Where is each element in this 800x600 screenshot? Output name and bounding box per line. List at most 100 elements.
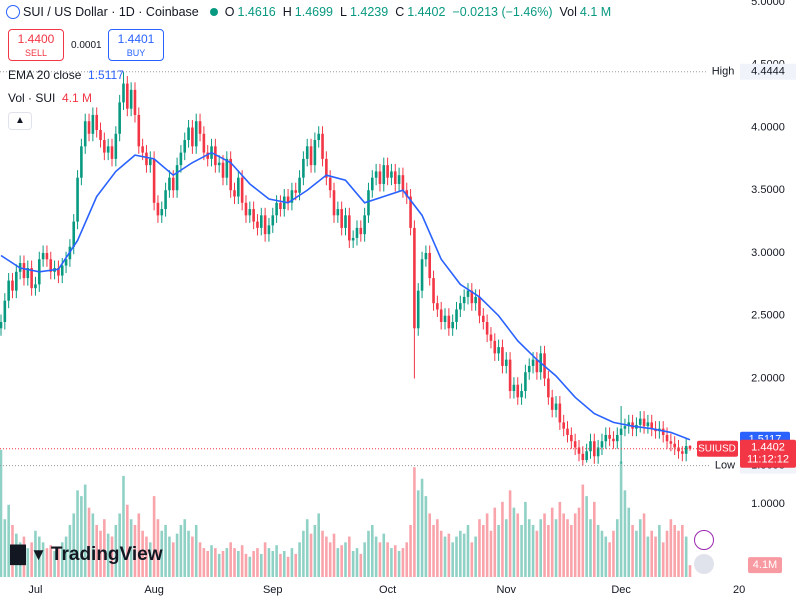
candle-body	[171, 177, 175, 191]
volume-bar	[214, 548, 217, 577]
vol-label: Vol	[559, 5, 577, 19]
volume-bar	[439, 530, 443, 577]
candle-body	[118, 102, 121, 134]
volume-bar	[619, 461, 623, 577]
high-price: 4.4444	[751, 66, 785, 78]
volume-bar	[309, 533, 313, 577]
sell-label: SELL	[24, 48, 48, 58]
volume-bar	[99, 530, 102, 577]
candle-body	[627, 422, 631, 427]
candle-body	[439, 309, 443, 323]
volume-bar	[409, 525, 412, 577]
candle-body	[294, 190, 298, 193]
volume-bar	[558, 501, 562, 577]
candle-body	[669, 441, 673, 444]
volume-bar	[374, 536, 378, 577]
candle-body	[141, 146, 144, 153]
volume-bar	[206, 551, 209, 577]
candle-body	[248, 209, 252, 216]
volume-bar	[527, 519, 531, 577]
ema-legend[interactable]: EMA 20 close 1.5117	[8, 68, 124, 82]
candle-body	[313, 140, 317, 166]
candle-body	[363, 215, 366, 235]
last-price: 1.4402	[751, 442, 785, 454]
candle-body	[225, 158, 229, 178]
volume-bar	[183, 519, 187, 577]
volume-bar	[451, 542, 454, 577]
buy-button[interactable]: 1.4401 BUY	[108, 29, 164, 61]
buy-label: BUY	[126, 48, 146, 58]
volume-bar	[221, 551, 225, 577]
change: −0.0213 (−1.46%)	[452, 5, 553, 19]
candle-body	[332, 190, 336, 216]
candle-body	[271, 215, 275, 226]
symbol-title[interactable]: SUI / US Dollar · 1D · Coinbase	[23, 5, 199, 19]
candle-body	[348, 215, 351, 241]
x-tick-label: Oct	[379, 584, 396, 596]
volume-bar	[11, 525, 14, 577]
candle-body	[462, 296, 466, 304]
volume-bar	[290, 548, 294, 577]
volume-bar	[539, 519, 543, 577]
volume-bar	[424, 496, 428, 577]
market-status	[209, 8, 218, 16]
volume-legend[interactable]: Vol · SUI 4.1 M	[8, 91, 92, 105]
volume-bar	[390, 548, 393, 577]
volume-bar	[401, 548, 405, 577]
low-tag-bg	[710, 457, 740, 474]
candle-body	[11, 280, 14, 291]
candle-body	[152, 158, 156, 203]
volume-bar	[612, 530, 615, 577]
alert-icon[interactable]	[694, 530, 714, 550]
candle-body	[581, 453, 585, 461]
volume-bar	[485, 513, 489, 577]
candle-body	[160, 209, 164, 216]
volume-bar	[508, 490, 512, 577]
flag-icon[interactable]	[694, 554, 714, 574]
candle-body	[26, 268, 30, 279]
candle-body	[0, 322, 3, 329]
volume-bar	[447, 533, 451, 577]
candle-body	[589, 441, 592, 452]
volume-bar	[470, 542, 474, 577]
candle-body	[535, 359, 539, 373]
candle-body	[221, 162, 225, 178]
candle-body	[370, 177, 374, 191]
collapse-button[interactable]: ▲	[8, 112, 32, 130]
candle-body	[305, 146, 309, 159]
volume-bar	[665, 530, 669, 577]
volume-bar	[156, 519, 160, 577]
volume-bar	[233, 548, 236, 577]
volume-bar	[325, 536, 328, 577]
candle-body	[256, 221, 259, 228]
candle-body	[275, 202, 278, 216]
candle-body	[99, 130, 102, 141]
volume-bar	[336, 548, 340, 577]
candle-body	[302, 158, 305, 178]
last-price-bg	[740, 439, 796, 468]
volume-bar	[646, 536, 650, 577]
candle-body	[72, 221, 76, 247]
close-label: C	[395, 5, 405, 19]
volume-bar	[677, 530, 680, 577]
volume-bar	[405, 542, 409, 577]
x-tick-label: Dec	[611, 584, 631, 596]
candle-body	[175, 165, 179, 191]
candle-body	[428, 252, 432, 279]
candle-body	[562, 422, 565, 429]
sell-button[interactable]: 1.4400 SELL	[8, 29, 64, 61]
candle-body	[187, 127, 190, 141]
volume-bar	[202, 548, 206, 577]
volume-bar	[550, 507, 554, 577]
volume-bar	[466, 525, 470, 577]
candle-body	[49, 259, 53, 272]
volume-bar	[53, 551, 56, 577]
volume-bar	[520, 525, 523, 577]
candle-body	[148, 158, 152, 166]
symbol-icon	[6, 5, 20, 19]
candle-body	[344, 215, 347, 228]
low-value: 1.4239	[349, 5, 389, 19]
candle-body	[95, 114, 98, 131]
spread: 0.0001	[71, 40, 102, 51]
y-tick-label: 2.0000	[751, 372, 785, 384]
